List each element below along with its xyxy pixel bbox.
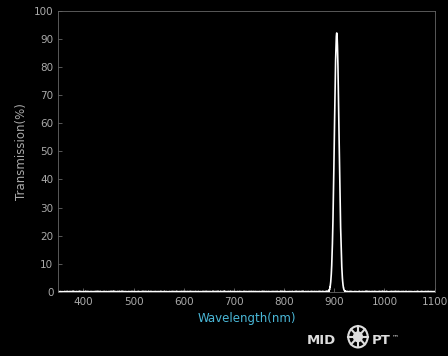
Text: ™: ™ (392, 334, 399, 340)
Text: MID: MID (307, 334, 336, 347)
Y-axis label: Transmission(%): Transmission(%) (15, 103, 28, 200)
Circle shape (353, 332, 362, 342)
X-axis label: Wavelength(nm): Wavelength(nm) (197, 312, 296, 325)
Text: PT: PT (372, 334, 391, 347)
